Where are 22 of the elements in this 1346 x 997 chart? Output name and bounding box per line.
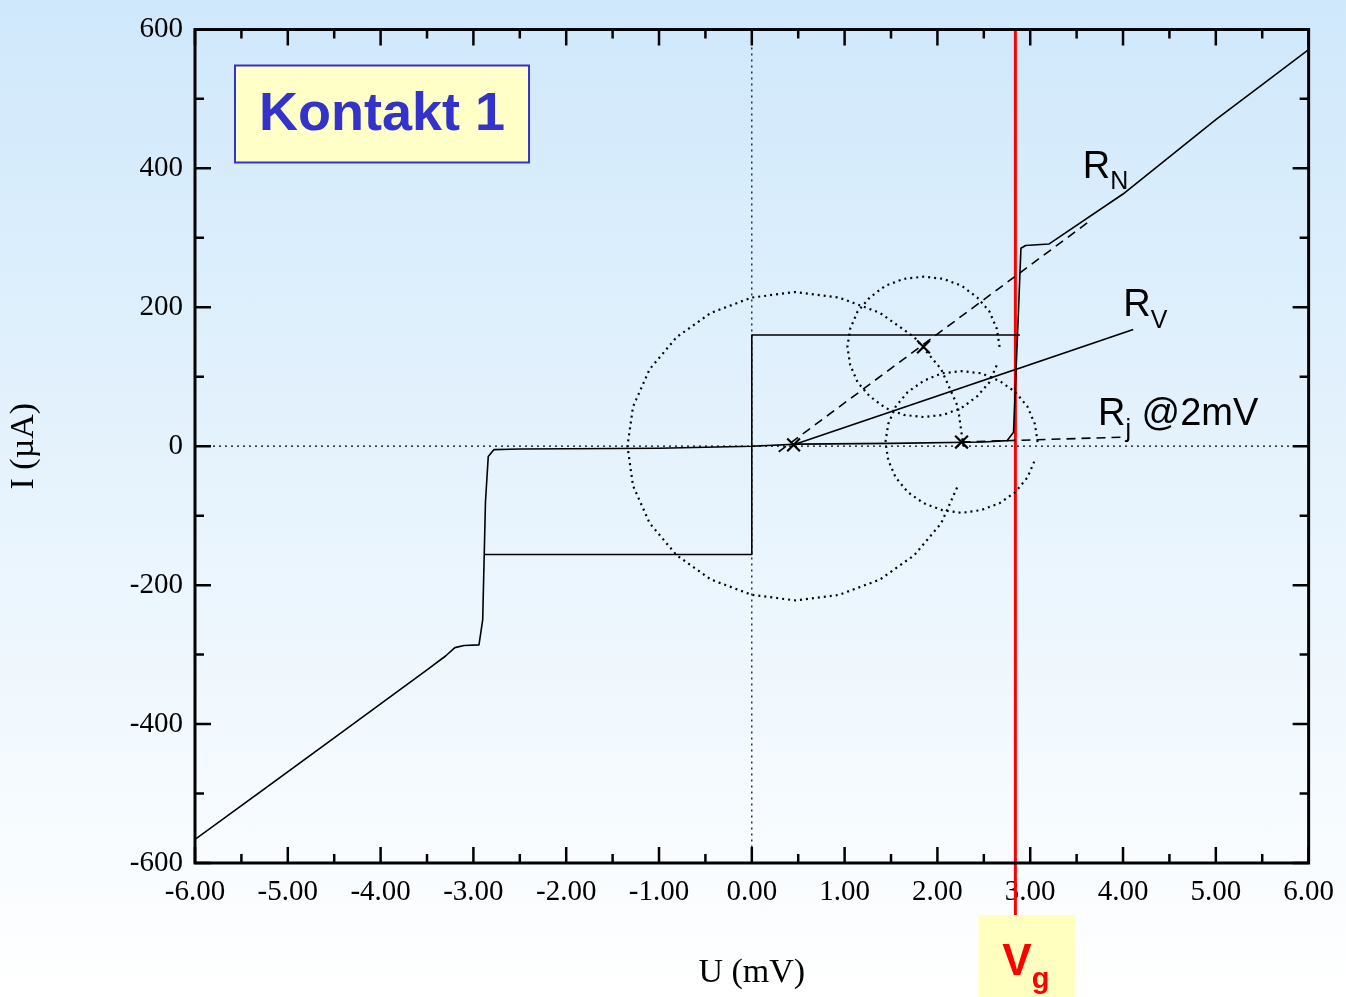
y-tick-label: 600 bbox=[139, 11, 183, 44]
y-tick-label: 200 bbox=[139, 288, 183, 321]
y-axis-title: I (µA) bbox=[3, 402, 42, 490]
annotation: Kontakt 1 bbox=[259, 81, 506, 142]
x-tick-label: 2.00 bbox=[912, 874, 963, 907]
x-tick-label: -6.00 bbox=[164, 874, 226, 907]
x-tick-label: -1.00 bbox=[628, 874, 690, 907]
y-tick-label: -200 bbox=[129, 566, 183, 599]
x-axis-title: U (mV) bbox=[698, 951, 806, 990]
x-tick-label: -5.00 bbox=[257, 874, 319, 907]
x-tick-label: -4.00 bbox=[350, 874, 411, 907]
x-tick-label: 0.00 bbox=[726, 874, 778, 907]
y-tick-label: -400 bbox=[129, 705, 183, 738]
y-tick-label: 400 bbox=[139, 149, 183, 182]
y-tick-label: -600 bbox=[129, 844, 183, 877]
y-tick-label: 0 bbox=[168, 427, 183, 460]
x-tick-label: 4.00 bbox=[1097, 874, 1149, 907]
x-tick-label: -2.00 bbox=[536, 874, 597, 907]
x-tick-label: -3.00 bbox=[443, 874, 504, 907]
x-tick-label: 5.00 bbox=[1190, 874, 1242, 907]
x-tick-label: 1.00 bbox=[819, 874, 870, 907]
x-tick-label: 6.00 bbox=[1283, 874, 1334, 907]
